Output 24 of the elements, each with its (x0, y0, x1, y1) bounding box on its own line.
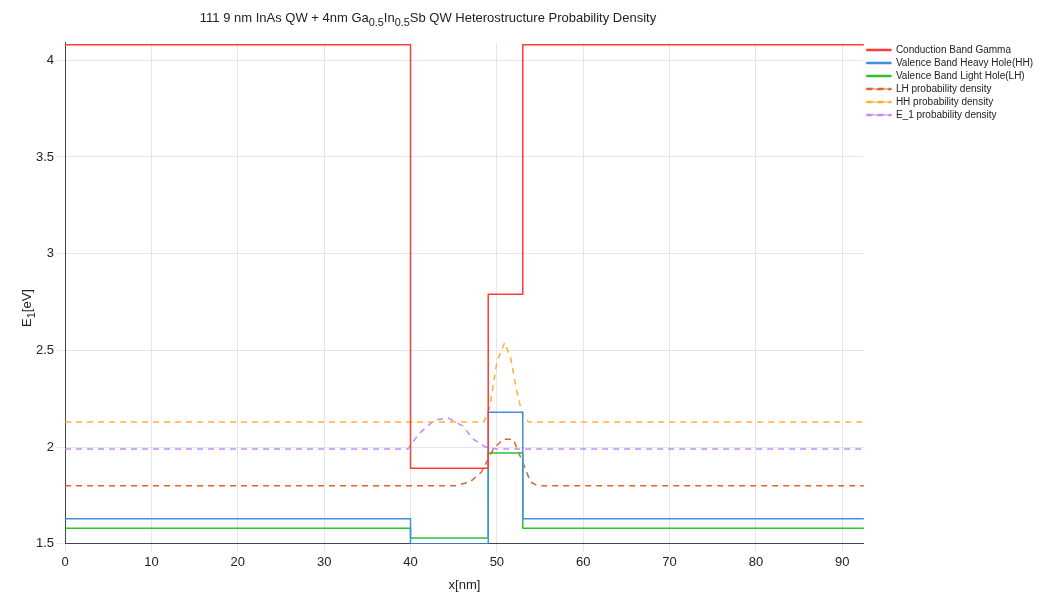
legend-label: LH probability density (895, 82, 992, 94)
x-tick-label: 60 (576, 554, 591, 570)
legend-label: Conduction Band Gamma (895, 43, 1012, 55)
chart-title: 111 9 nm InAs QW + 4nm Ga$_{0.5}$In$_{0.5}$Sb QW Heterostructure Probability Density (198, 10, 658, 28)
x-tick-label: 40 (403, 554, 418, 570)
x-tick-label: 50 (489, 554, 505, 570)
x-tick-label: 90 (835, 554, 850, 570)
y-tick-label: 2.5 (35, 341, 55, 357)
y-tick-label: 1.5 (35, 535, 55, 551)
legend-label: HH probability density (895, 95, 994, 107)
legend-label: Valence Band Heavy Hole(HH) (895, 56, 1034, 68)
y-tick-label: 2 (46, 438, 55, 454)
y-tick-label: 3.5 (35, 148, 55, 164)
legend-label: Valence Band Light Hole(LH) (895, 69, 1025, 81)
x-tick-label: 0 (61, 554, 69, 570)
x-tick-label: 30 (316, 554, 332, 570)
x-tick-label: 10 (144, 554, 159, 570)
x-axis-title: x[nm] (448, 576, 481, 592)
legend-label: E_1 probability density (895, 108, 997, 120)
x-tick-label: 80 (748, 554, 764, 570)
y-tick-label: 4 (46, 51, 55, 67)
x-tick-label: 70 (662, 554, 677, 570)
y-tick-label: 3 (46, 245, 55, 261)
x-tick-label: 20 (230, 554, 246, 570)
